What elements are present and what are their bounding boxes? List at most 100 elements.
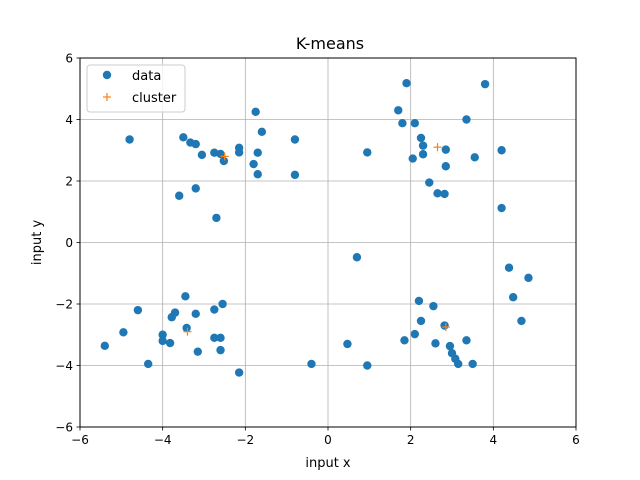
data-point (497, 146, 506, 155)
data-point (191, 139, 200, 149)
data-point (179, 133, 188, 142)
data-point (290, 135, 300, 144)
data-point (410, 118, 419, 128)
data-point (182, 323, 191, 333)
data-point (470, 153, 479, 162)
data-point (425, 178, 434, 187)
data-point (363, 361, 372, 370)
data-point (249, 159, 258, 169)
data-point (462, 115, 471, 124)
data-point (257, 127, 267, 136)
legend-marker-data (102, 70, 112, 80)
legend-frame (86, 64, 186, 113)
x-tick-label: −4 (154, 433, 172, 447)
cluster-point (433, 143, 442, 152)
data-point (158, 330, 167, 339)
data-point (414, 296, 424, 306)
data-point (504, 263, 514, 272)
data-point (181, 292, 190, 301)
data-point (418, 150, 428, 159)
data-point (524, 273, 533, 283)
data-point (402, 79, 411, 88)
axis-ticks: −6 −4 −2 0 2 4 6 −6 −4 −2 0 2 4 6 (55, 52, 580, 448)
data-point (454, 359, 463, 369)
data-point (480, 79, 490, 89)
data-point (497, 203, 506, 213)
data-point (418, 141, 428, 150)
data-point (100, 341, 110, 351)
data-point (219, 156, 229, 166)
data-point (394, 106, 403, 115)
y-tick-label: −2 (55, 298, 73, 312)
legend-label-data: data (132, 69, 161, 84)
cluster-point (441, 323, 450, 332)
data-point (462, 336, 471, 345)
data-point (251, 107, 260, 117)
legend-marker-cluster (103, 93, 111, 101)
legend-label-cluster: cluster (132, 91, 177, 106)
data-point (416, 133, 426, 143)
cluster-point (220, 152, 229, 161)
data-point (234, 368, 244, 377)
data-point (191, 184, 200, 193)
data-point (125, 135, 134, 144)
x-tick-label: 6 (572, 433, 580, 447)
data-point (440, 189, 449, 199)
data-point (197, 150, 207, 160)
data-point (193, 347, 202, 356)
data-point (175, 191, 184, 200)
x-axis-label: input x (305, 456, 351, 471)
data-point (253, 148, 262, 157)
data-point (431, 339, 440, 348)
cluster-point (183, 327, 192, 336)
x-tick-label: 4 (490, 433, 498, 447)
y-tick-label: −4 (55, 359, 73, 373)
data-point (165, 338, 175, 348)
data-point (400, 336, 409, 345)
legend: data cluster (86, 64, 186, 113)
y-tick-label: 6 (65, 52, 73, 66)
data-point (234, 148, 244, 157)
data-point (433, 189, 442, 198)
data-point (307, 359, 316, 369)
data-point (398, 118, 407, 128)
data-point (253, 170, 262, 179)
y-tick-label: 0 (65, 236, 73, 250)
data-point (363, 148, 372, 157)
data-point (441, 162, 450, 171)
data-point (440, 321, 449, 330)
data-point (119, 328, 128, 337)
x-tick-label: 0 (324, 433, 332, 447)
data-point (216, 345, 225, 355)
data-point (290, 170, 300, 180)
x-tick-label: −6 (71, 433, 89, 447)
x-tick-label: −2 (236, 433, 254, 447)
data-point (416, 316, 426, 326)
data-point (352, 253, 362, 262)
y-tick-label: 4 (65, 113, 73, 127)
chart-title: K-means (296, 34, 364, 53)
data-point (210, 333, 219, 343)
data-points (100, 79, 533, 377)
data-point (210, 305, 219, 314)
data-point (445, 341, 455, 351)
data-point (212, 213, 221, 223)
y-tick-label: 2 (65, 175, 73, 189)
data-point (517, 316, 526, 326)
data-point (343, 339, 352, 349)
y-tick-label: −6 (55, 421, 73, 435)
y-axis-label: input y (30, 220, 45, 266)
data-point (144, 359, 153, 369)
data-point (408, 154, 417, 163)
x-tick-label: 2 (407, 433, 415, 447)
data-point (468, 359, 477, 369)
data-point (410, 329, 419, 339)
data-point (133, 305, 143, 315)
data-point (218, 299, 227, 309)
data-point (191, 309, 200, 319)
data-point (508, 293, 518, 302)
data-point (429, 301, 438, 311)
data-point (216, 333, 225, 343)
data-point (441, 145, 450, 154)
